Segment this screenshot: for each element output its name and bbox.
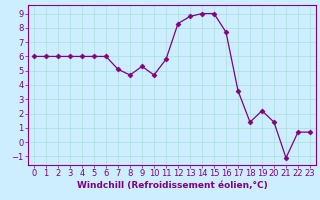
X-axis label: Windchill (Refroidissement éolien,°C): Windchill (Refroidissement éolien,°C) [76, 181, 268, 190]
